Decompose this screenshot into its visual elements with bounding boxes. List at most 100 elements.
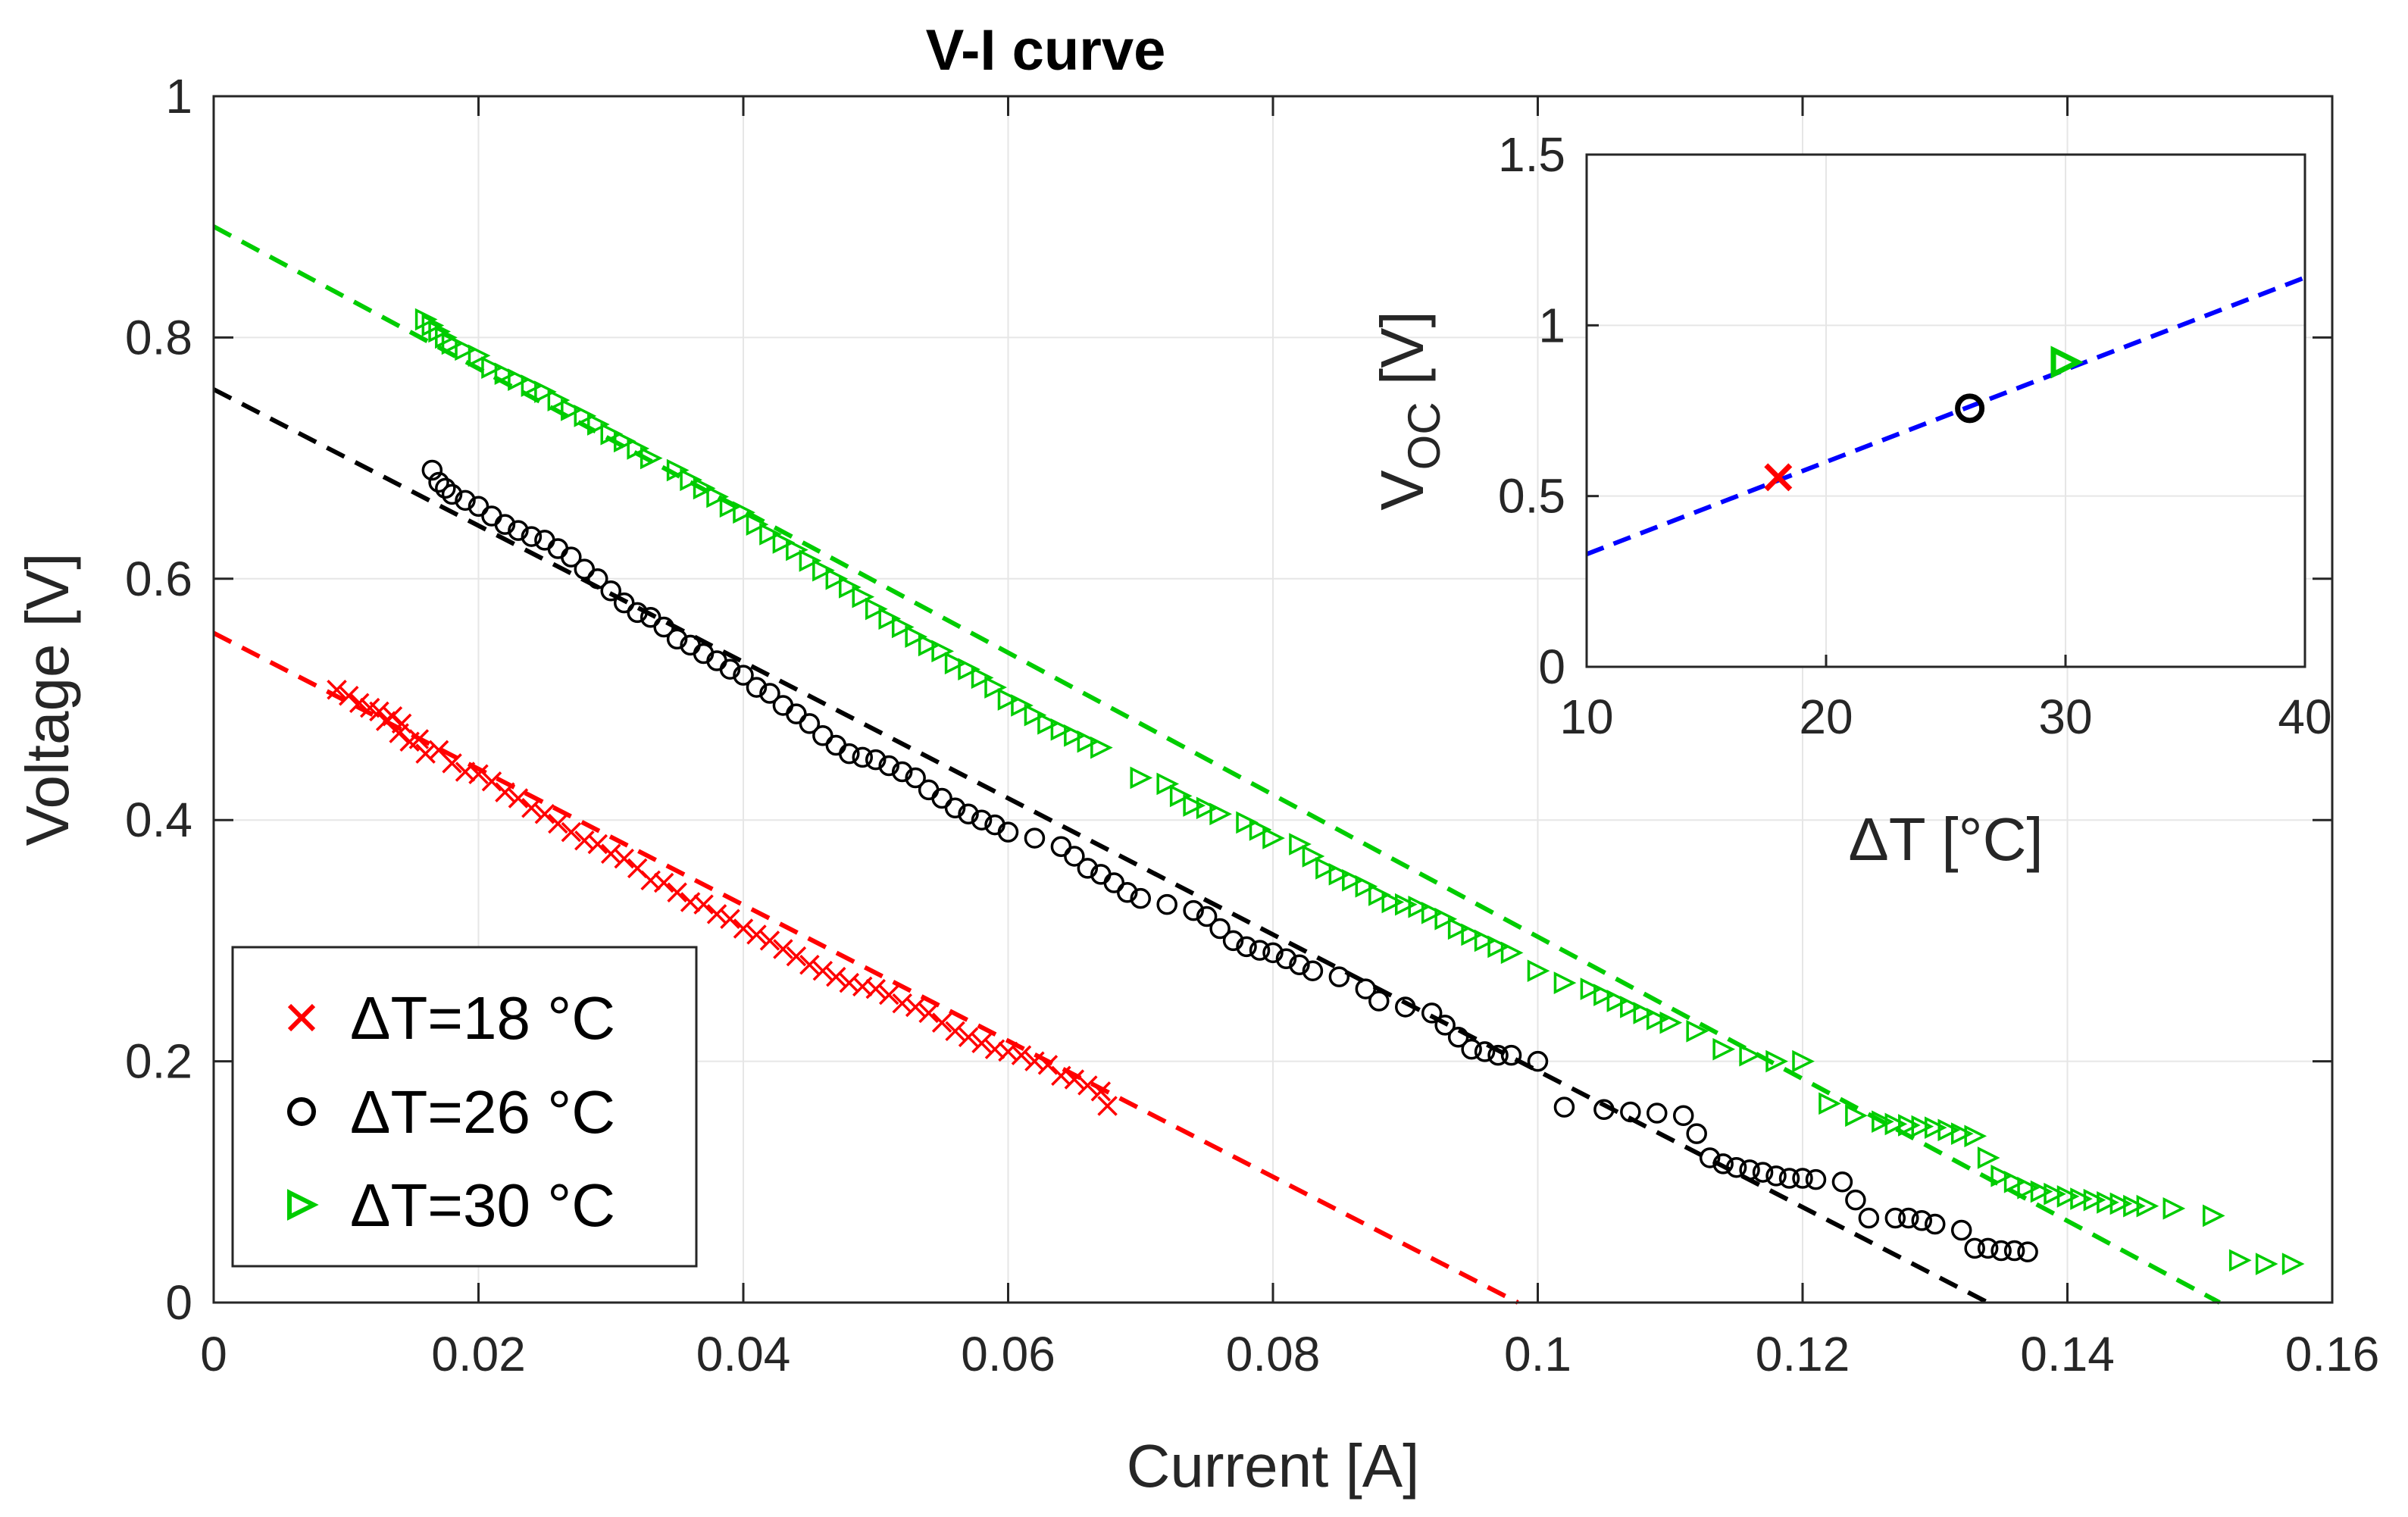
data-point (786, 703, 807, 724)
data-point (1884, 1112, 1908, 1136)
data-point (891, 761, 913, 783)
data-point (759, 931, 780, 951)
data-point (667, 882, 687, 902)
data-point (1647, 1008, 1669, 1031)
data-point (1937, 1118, 1961, 1142)
data-point-stroke-b (534, 804, 555, 824)
data-point (1328, 863, 1352, 886)
legend-label-1: ΔT=18 °C (350, 984, 615, 1052)
y-tick-label: 0.8 (125, 310, 192, 364)
data-point (534, 380, 557, 403)
data-point (1925, 1116, 1947, 1139)
data-point (613, 592, 635, 614)
data-point (905, 996, 926, 1018)
data-point-stroke-b (918, 1002, 939, 1024)
data-point (1381, 890, 1405, 914)
x-tick-label: 0.06 (961, 1327, 1055, 1381)
data-point-stroke-b (826, 966, 846, 987)
data-point (759, 523, 782, 546)
x-tick-label: 0.16 (2285, 1327, 2380, 1381)
inset-y-tick-label: 1.5 (1498, 127, 1565, 182)
data-point (653, 872, 674, 893)
data-point (2083, 1188, 2106, 1212)
data-point (391, 713, 412, 734)
data-point (1315, 857, 1338, 880)
data-point-stroke-b (1037, 1055, 1059, 1075)
inset-y-tick-label: 1 (1538, 298, 1565, 352)
data-point (1289, 954, 1310, 975)
data-point (1421, 901, 1444, 924)
data-point (865, 597, 888, 621)
data-point (746, 513, 769, 536)
data-point (1156, 772, 1180, 796)
data-point (1500, 941, 1524, 965)
data-point (812, 725, 833, 746)
data-point (1461, 923, 1484, 946)
data-point (1117, 881, 1138, 903)
data-point (1527, 959, 1550, 983)
inset-x-tick-label: 40 (2278, 690, 2331, 744)
x-tick-label: 0.02 (431, 1327, 526, 1381)
data-point (1196, 906, 1218, 927)
data-point (892, 993, 912, 1014)
data-point (2123, 1194, 2146, 1218)
data-point (1156, 893, 1177, 915)
data-point (1328, 966, 1350, 987)
data-point (733, 918, 754, 939)
data-point (435, 477, 456, 499)
data-point (428, 471, 449, 493)
data-point-stroke-b (1064, 1069, 1085, 1090)
data-point-stroke-b (865, 978, 886, 999)
data-point (1474, 1041, 1496, 1062)
data-point (1898, 1114, 1921, 1137)
data-point (1620, 996, 1643, 1018)
data-point (1911, 1209, 1933, 1231)
inset-point-1-stroke-b (1764, 463, 1793, 492)
data-point (574, 405, 597, 427)
data-point (1659, 1011, 1683, 1034)
data-point-stroke-b (786, 946, 807, 967)
data-point (1593, 1099, 1615, 1121)
data-point (1169, 784, 1193, 808)
data-point-stroke-b (799, 955, 820, 975)
data-point (349, 693, 370, 714)
legend-marker-1-stroke-b (287, 1003, 316, 1032)
data-point (1699, 1147, 1721, 1168)
data-point (521, 526, 543, 547)
data-point (2017, 1241, 2038, 1262)
data-point (1553, 971, 1577, 994)
data-point (1620, 1101, 1641, 1123)
data-point (666, 628, 688, 650)
series-1-points (327, 680, 1118, 1116)
data-point (1236, 811, 1259, 834)
data-point (971, 809, 993, 830)
data-point-stroke-b (667, 882, 687, 902)
data-point (1275, 948, 1297, 970)
data-point (1249, 940, 1271, 961)
data-point-stroke-b (601, 843, 621, 865)
series-2-points (421, 459, 2038, 1262)
inset-y-ticks: 0 0.5 1 1.5 (1498, 127, 1599, 694)
y-axis-label: Voltage [V] (14, 553, 81, 846)
data-point (640, 446, 663, 470)
data-point (1831, 1171, 1853, 1193)
data-point-stroke-b (349, 693, 370, 714)
data-point (944, 652, 968, 675)
data-point-stroke-b (1011, 1045, 1032, 1065)
data-point (773, 939, 793, 959)
data-point (852, 746, 874, 768)
data-point (2003, 1170, 2027, 1193)
data-point (1130, 766, 1153, 790)
data-point (839, 743, 860, 765)
data-point (1991, 1165, 2014, 1187)
data-point (693, 894, 714, 915)
data-point (442, 753, 462, 774)
data-point (693, 477, 716, 500)
data-point-stroke-b (1077, 1075, 1098, 1096)
data-point (799, 955, 820, 975)
data-point-stroke-b (548, 813, 568, 834)
data-point (958, 1027, 979, 1047)
data-point (1183, 899, 1204, 921)
data-point (945, 1021, 965, 1042)
data-point-stroke-b (733, 918, 754, 939)
